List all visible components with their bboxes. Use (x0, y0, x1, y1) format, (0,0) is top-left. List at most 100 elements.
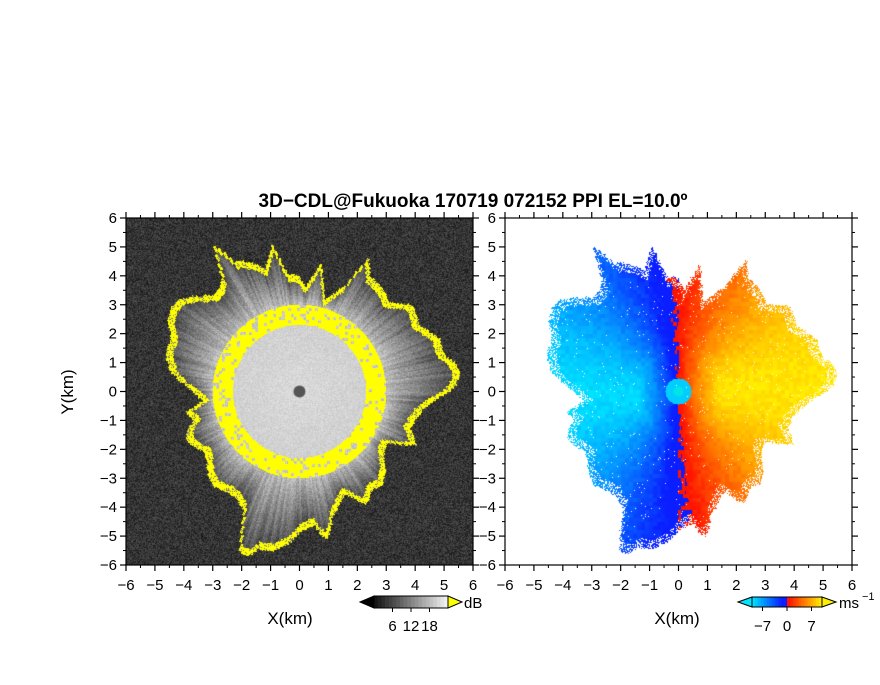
x-tick-label: −6 (117, 577, 134, 594)
velocity-xlabel: X(km) (654, 609, 699, 628)
x-tick-label: 6 (848, 577, 856, 594)
y-tick-label: −1 (100, 412, 117, 429)
x-tick-label: −2 (612, 577, 629, 594)
colorbar-swatch (444, 596, 449, 608)
colorbar-swatch (396, 596, 401, 608)
y-tick-label: 1 (109, 355, 117, 372)
colorbar-swatch (766, 597, 770, 607)
colorbar-swatch (810, 597, 814, 607)
y-tick-label: 2 (109, 326, 117, 343)
colorbar-swatch (433, 596, 438, 608)
x-tick-label: 0 (674, 577, 682, 594)
x-tick-label: −5 (525, 577, 542, 594)
backscatter-heatmap (126, 218, 473, 565)
x-tick-label: 1 (324, 577, 332, 594)
x-tick-label: −3 (204, 577, 221, 594)
x-tick-label: 4 (790, 577, 798, 594)
x-tick-label: −3 (583, 577, 600, 594)
backscatter-xlabel: X(km) (267, 609, 312, 628)
colorbar-swatch (436, 596, 441, 608)
colorbar-swatch (407, 596, 412, 608)
colorbar-tick-label: −7 (754, 618, 771, 635)
x-tick-label: 3 (761, 577, 769, 594)
colorbar-swatch (399, 596, 404, 608)
colorbar-tick-label: 12 (403, 618, 420, 635)
y-tick-label: 3 (488, 297, 496, 314)
colorbar-swatch (778, 597, 782, 607)
y-tick-label: −2 (100, 441, 117, 458)
colorbar-swatch (798, 597, 802, 607)
colorbar-swatch (760, 597, 764, 607)
x-tick-label: 6 (469, 577, 477, 594)
x-tick-label: −5 (146, 577, 163, 594)
colorbar-unit: dB (464, 595, 482, 612)
x-tick-label: 4 (411, 577, 419, 594)
colorbar-tick-label: 7 (807, 618, 815, 635)
y-tick-label: 3 (109, 297, 117, 314)
y-tick-label: −6 (100, 557, 117, 574)
y-tick-label: −5 (100, 528, 117, 545)
colorbar-swatch (772, 597, 776, 607)
colorbar-tick-label: 0 (783, 618, 791, 635)
colorbar-swatch (752, 597, 756, 607)
y-tick-label: −4 (479, 499, 496, 516)
colorbar-low-arrow (736, 596, 753, 608)
colorbar-swatch (775, 597, 779, 607)
backscatter-ticks: −6 −5 −4 −3 −2 −1 0 1 2 3 4 5 6 6 5 4 3 2 1 0 −1 −2 −3 −4 −5 −6 (100, 210, 479, 594)
x-tick-label: 5 (440, 577, 448, 594)
x-tick-label: 2 (732, 577, 740, 594)
y-tick-label: −6 (479, 557, 496, 574)
y-tick-label: 0 (488, 384, 496, 401)
y-tick-label: 2 (488, 326, 496, 343)
colorbar-swatch (418, 596, 423, 608)
colorbar-swatch (381, 596, 386, 608)
colorbar-tick-label: 6 (388, 618, 396, 635)
colorbar-unit: ms (839, 595, 859, 612)
colorbar-high-arrow (821, 596, 838, 608)
colorbar-swatch (429, 596, 434, 608)
y-tick-label: −4 (100, 499, 117, 516)
y-tick-label: 6 (109, 210, 117, 227)
colorbar-swatch (388, 596, 393, 608)
colorbar-swatch (792, 597, 797, 607)
x-tick-label: 0 (295, 577, 303, 594)
colorbar-swatch (411, 596, 415, 608)
y-tick-label: 4 (109, 268, 117, 285)
colorbar-swatch (377, 596, 382, 608)
colorbar-swatch (816, 597, 820, 607)
colorbar-swatch (787, 597, 791, 607)
colorbar-swatch (813, 597, 817, 607)
x-tick-label: −1 (641, 577, 658, 594)
colorbar-swatch (414, 596, 419, 608)
x-tick-label: 2 (353, 577, 361, 594)
colorbar-tick-label: 18 (421, 618, 438, 635)
colorbar-swatch (781, 597, 785, 607)
velocity-ticks: −6 −5 −4 −3 −2 −1 0 1 2 3 4 5 6 6 5 4 3 2 1 0 −1 −2 −3 −4 −5 −6 (479, 210, 858, 594)
x-tick-label: 3 (382, 577, 390, 594)
colorbar-swatch (801, 597, 805, 607)
colorbar-swatch (807, 597, 811, 607)
y-tick-label: −1 (479, 412, 496, 429)
colorbar-swatch (757, 597, 762, 607)
colorbar-swatch (374, 596, 378, 608)
velocity-colorbar: −7 0 7 ms −1 (736, 591, 875, 635)
colorbar-swatch (422, 596, 427, 608)
colorbar-swatch (784, 597, 788, 607)
y-tick-label: 6 (488, 210, 496, 227)
y-tick-label: −3 (100, 470, 117, 487)
backscatter-colorbar: 6 12 18 dB (358, 595, 482, 635)
y-tick-label: 4 (488, 268, 496, 285)
colorbar-swatch (789, 597, 794, 607)
y-tick-label: 1 (488, 355, 496, 372)
colorbar-high-arrow (447, 595, 464, 609)
colorbar-low-arrow (358, 595, 375, 609)
x-tick-label: −6 (496, 577, 513, 594)
x-tick-label: −2 (233, 577, 250, 594)
colorbar-swatch (403, 596, 408, 608)
x-tick-label: −1 (262, 577, 279, 594)
y-tick-label: 5 (488, 239, 496, 256)
colorbar-swatch (385, 596, 390, 608)
y-tick-label: 5 (109, 239, 117, 256)
